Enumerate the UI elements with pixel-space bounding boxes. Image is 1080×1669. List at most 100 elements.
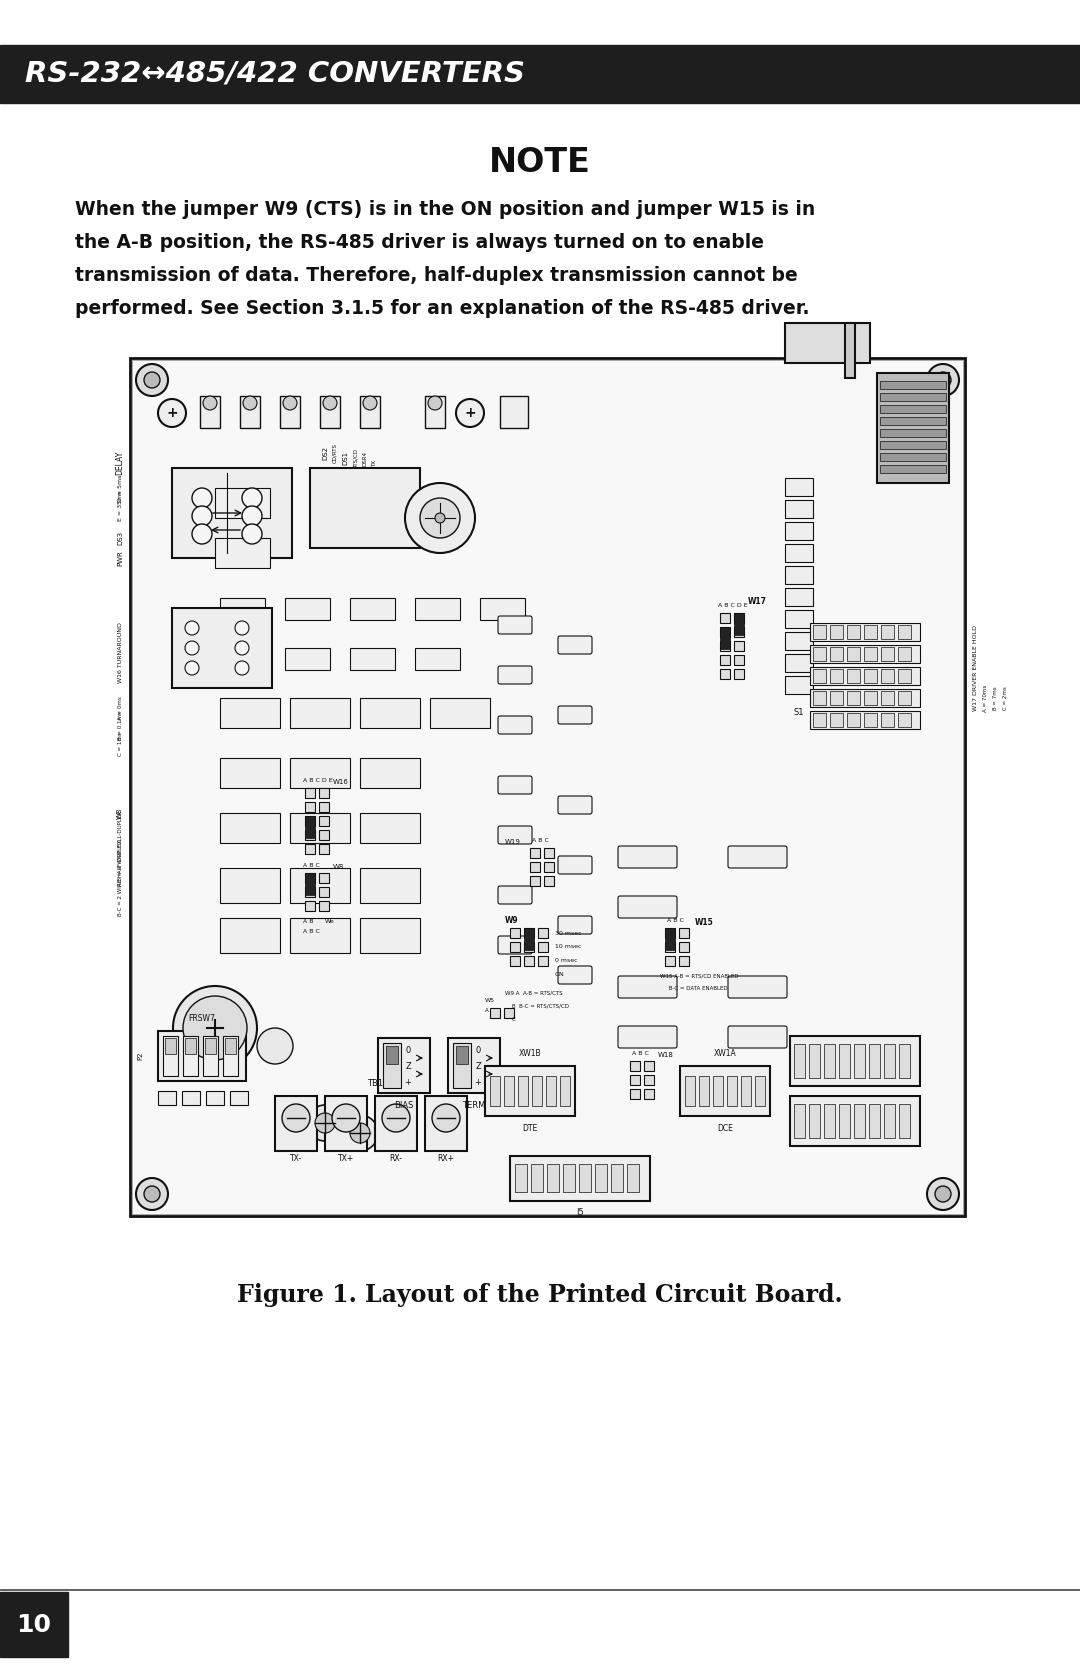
Bar <box>220 813 280 843</box>
Bar <box>813 624 826 639</box>
Bar <box>220 698 280 728</box>
Bar <box>880 429 946 437</box>
Bar <box>785 587 813 606</box>
Text: RX-: RX- <box>390 1153 403 1163</box>
Bar <box>561 1077 570 1107</box>
Bar <box>755 1077 765 1107</box>
Circle shape <box>283 396 297 411</box>
Text: Z: Z <box>475 1061 481 1070</box>
Circle shape <box>428 396 442 411</box>
Bar <box>720 654 730 664</box>
Bar <box>310 467 420 547</box>
Circle shape <box>235 641 249 654</box>
Bar <box>319 901 329 911</box>
Bar <box>897 713 912 728</box>
Bar <box>510 956 519 966</box>
Text: B  B-C = RTS/CTS/CD: B B-C = RTS/CTS/CD <box>505 1003 569 1008</box>
Bar <box>165 1038 176 1055</box>
Text: +: + <box>464 406 476 421</box>
Bar <box>897 669 912 683</box>
Bar <box>538 956 548 966</box>
Bar <box>320 396 340 427</box>
Text: +: + <box>166 406 178 421</box>
Bar <box>305 803 315 813</box>
Circle shape <box>144 372 160 387</box>
Bar <box>130 357 966 1217</box>
Text: W17: W17 <box>748 596 767 606</box>
Bar <box>880 466 946 472</box>
Circle shape <box>350 1123 370 1143</box>
Bar <box>785 544 813 562</box>
Bar <box>864 669 877 683</box>
Bar <box>897 648 912 661</box>
Bar <box>524 928 534 950</box>
Circle shape <box>242 487 262 507</box>
FancyBboxPatch shape <box>498 886 532 905</box>
Text: CD/RTS: CD/RTS <box>333 442 337 462</box>
Circle shape <box>315 1113 335 1133</box>
Bar <box>185 1038 195 1055</box>
Bar <box>360 396 380 427</box>
Bar <box>200 396 220 427</box>
Circle shape <box>242 506 262 526</box>
Bar <box>734 654 744 664</box>
Text: A B C D E: A B C D E <box>303 778 333 783</box>
Bar <box>515 1163 527 1192</box>
Text: BIAS: BIAS <box>394 1102 414 1110</box>
Text: When the jumper W9 (CTS) is in the ON position and jumper W15 is in: When the jumper W9 (CTS) is in the ON po… <box>75 200 815 219</box>
Text: A B C: A B C <box>667 918 684 923</box>
Text: We: We <box>325 918 335 923</box>
Bar <box>456 1046 468 1065</box>
Bar <box>897 624 912 639</box>
Bar <box>305 816 315 826</box>
Text: TB1: TB1 <box>367 1078 383 1088</box>
Text: 0 msec: 0 msec <box>555 958 578 963</box>
Text: NOTE: NOTE <box>489 147 591 180</box>
Text: 10 msec: 10 msec <box>555 943 581 948</box>
Bar <box>360 918 420 953</box>
Text: RS-232↔485/422 CONVERTERS: RS-232↔485/422 CONVERTERS <box>25 60 525 88</box>
Bar <box>831 691 843 704</box>
FancyBboxPatch shape <box>498 826 532 845</box>
Bar <box>518 1077 528 1107</box>
Bar <box>579 1163 591 1192</box>
Bar <box>510 1157 650 1202</box>
Bar <box>305 829 315 840</box>
Text: +: + <box>405 1078 411 1087</box>
Bar <box>275 1097 318 1152</box>
Bar <box>881 691 894 704</box>
Circle shape <box>243 396 257 411</box>
Text: W5: W5 <box>485 998 495 1003</box>
Bar <box>864 624 877 639</box>
Bar <box>685 1077 696 1107</box>
Bar <box>644 1075 654 1085</box>
Bar <box>230 1092 248 1105</box>
Bar <box>538 941 548 951</box>
Bar <box>350 648 395 669</box>
Text: W9: W9 <box>505 916 518 925</box>
Bar <box>415 648 460 669</box>
Bar <box>720 669 730 679</box>
Text: the A-B position, the RS-485 driver is always turned on to enable: the A-B position, the RS-485 driver is a… <box>75 234 764 252</box>
Text: RX+: RX+ <box>437 1153 455 1163</box>
Circle shape <box>203 396 217 411</box>
Bar <box>680 1066 770 1117</box>
Bar <box>845 324 855 377</box>
Bar <box>215 487 270 517</box>
Text: C: C <box>505 1016 516 1021</box>
Bar <box>785 522 813 541</box>
Bar <box>225 1038 237 1055</box>
Bar <box>789 1097 920 1147</box>
Bar <box>839 1045 850 1078</box>
Bar <box>305 788 315 798</box>
FancyBboxPatch shape <box>558 706 592 724</box>
Bar <box>485 1066 575 1117</box>
Bar <box>665 928 675 938</box>
Text: 0: 0 <box>475 1045 481 1055</box>
FancyBboxPatch shape <box>498 666 532 684</box>
Bar <box>847 713 860 728</box>
Bar <box>734 628 744 638</box>
Bar <box>350 598 395 619</box>
Bar <box>847 648 860 661</box>
Text: DCE: DCE <box>717 1123 733 1133</box>
